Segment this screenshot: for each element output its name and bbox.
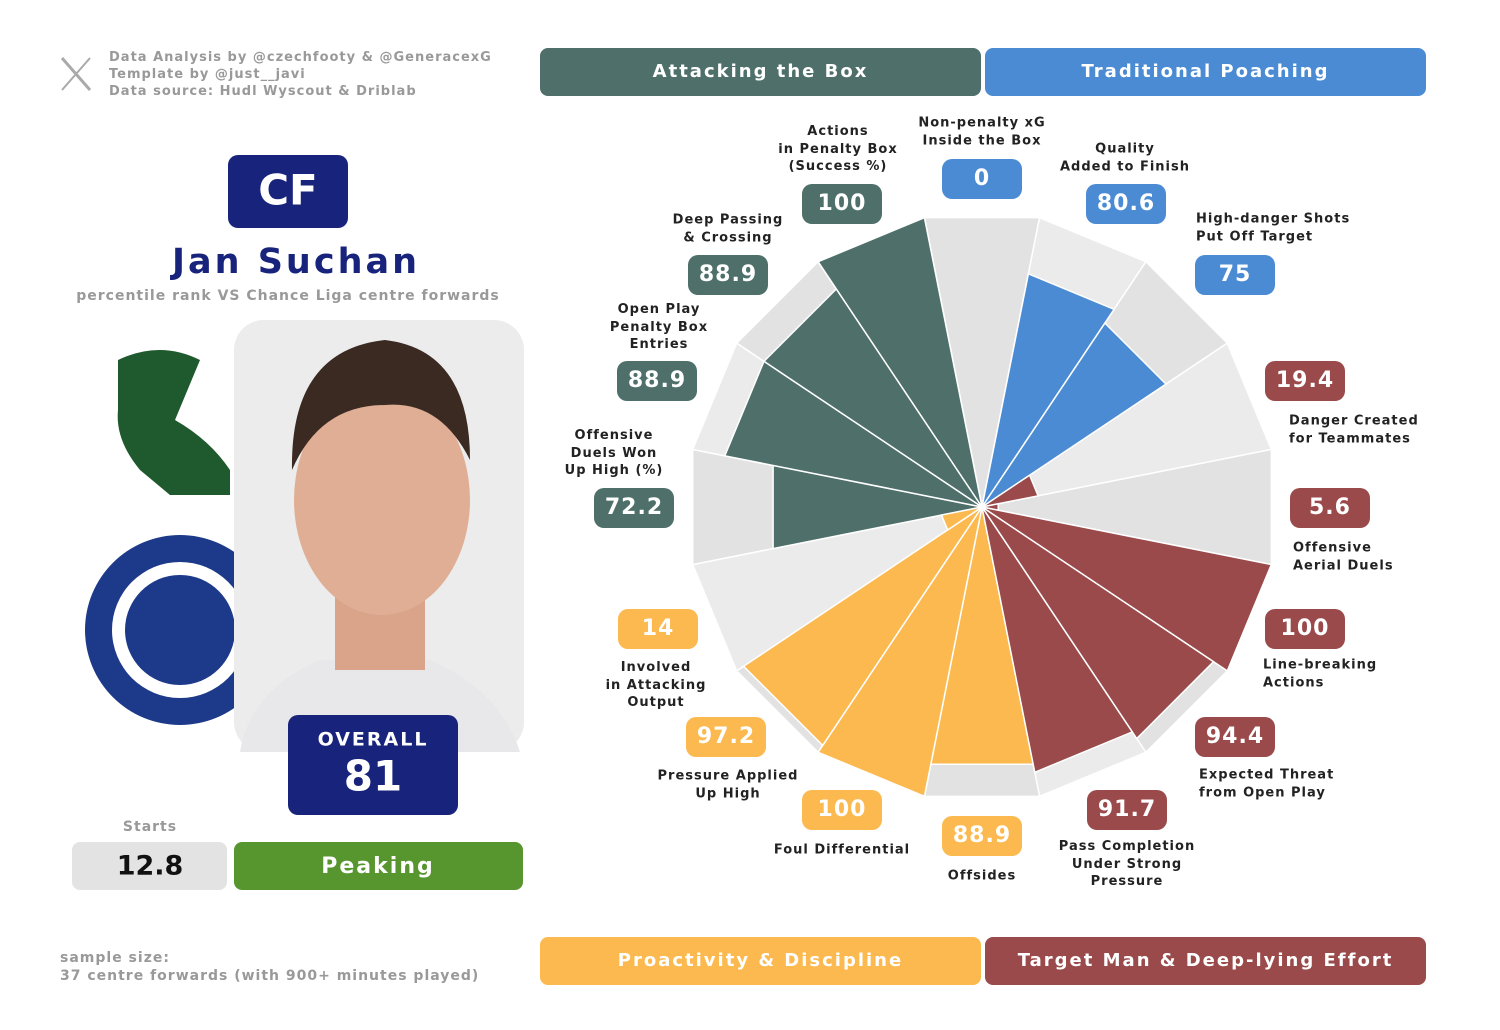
category-label: Deep Passing & Crossing bbox=[672, 212, 784, 246]
value-badge: 88.9 bbox=[942, 816, 1022, 856]
wedge bbox=[940, 506, 983, 532]
value-badge: 80.6 bbox=[1086, 184, 1166, 224]
category-label: Open Play Penalty Box Entries bbox=[609, 301, 709, 352]
credit: Template by @just__javi bbox=[109, 67, 306, 82]
position-badge bbox=[228, 155, 348, 228]
credit: Data source: Hudl Wyscout & Driblab bbox=[109, 84, 417, 99]
category-label: Danger Created for Teammates bbox=[1289, 413, 1419, 447]
value-badge: 97.2 bbox=[686, 717, 766, 757]
overall-label: OVERALL bbox=[318, 729, 429, 751]
category-label: High-danger Shots Put Off Target bbox=[1196, 211, 1351, 245]
category-label: Non-penalty xG Inside the Box bbox=[918, 115, 1046, 149]
overall-value: 81 bbox=[344, 752, 402, 801]
value-badge: 91.7 bbox=[1087, 790, 1167, 830]
value-badge: 5.6 bbox=[1290, 488, 1370, 528]
value-badge: 72.2 bbox=[594, 488, 674, 528]
value-badge: 88.9 bbox=[688, 255, 768, 295]
subtitle: percentile rank VS Chance Liga centre fo… bbox=[76, 288, 500, 304]
category-label: Foul Differential bbox=[773, 842, 911, 858]
category-label: Offensive Aerial Duels bbox=[1293, 540, 1394, 574]
category-label: Offensive Duels Won Up High (%) bbox=[564, 427, 664, 478]
wedge bbox=[981, 506, 1134, 774]
wedge bbox=[742, 506, 983, 747]
category-label: Actions in Penalty Box (Success %) bbox=[778, 123, 898, 174]
value-badge: 100 bbox=[802, 184, 882, 224]
credit: Data Analysis by @czechfooty & @Generace… bbox=[109, 50, 492, 65]
group-label: Target Man & Deep-lying Effort bbox=[985, 937, 1426, 985]
group-label: Attacking the Box bbox=[540, 48, 981, 96]
category-label: Pressure Applied Up High bbox=[657, 768, 799, 802]
value-badge: 88.9 bbox=[617, 361, 697, 401]
starts-label: Starts bbox=[123, 819, 177, 835]
player-name: Jan Suchan bbox=[170, 242, 420, 282]
credits: Data Analysis by @czechfooty & @Generace… bbox=[109, 49, 492, 100]
wedge bbox=[981, 474, 1040, 508]
position: CF bbox=[258, 166, 318, 215]
sample-label: sample size: bbox=[60, 950, 170, 966]
status-box bbox=[234, 842, 523, 890]
starts-value: 12.8 bbox=[117, 851, 184, 882]
status: Peaking bbox=[321, 854, 434, 879]
wedge bbox=[816, 216, 983, 508]
category-label: Offsides bbox=[947, 868, 1017, 884]
value-badge: 100 bbox=[802, 790, 882, 830]
category-label: Expected Threat from Open Play bbox=[1199, 767, 1335, 801]
group-label: Proactivity & Discipline bbox=[540, 937, 981, 985]
category-label: Involved in Attacking Output bbox=[605, 659, 707, 710]
value-badge: 94.4 bbox=[1195, 717, 1275, 757]
sample-text: 37 centre forwards (with 900+ minutes pl… bbox=[60, 968, 479, 984]
wedge bbox=[981, 321, 1168, 508]
overall-box bbox=[288, 715, 458, 815]
x-logo bbox=[60, 57, 92, 91]
group-label: Traditional Poaching bbox=[985, 48, 1426, 96]
polar-chart bbox=[691, 216, 1273, 798]
value-badge: 14 bbox=[618, 609, 698, 649]
value-badge: 100 bbox=[1265, 609, 1345, 649]
value-badge: 0 bbox=[942, 159, 1022, 199]
value-badge: 75 bbox=[1195, 255, 1275, 295]
value-badge: 19.4 bbox=[1265, 361, 1345, 401]
category-label: Line-breaking Actions bbox=[1263, 657, 1378, 691]
club-logo bbox=[85, 350, 275, 725]
category-label: Quality Added to Finish bbox=[1059, 141, 1191, 175]
starts-box bbox=[72, 842, 227, 890]
category-label: Pass Completion Under Strong Pressure bbox=[1058, 838, 1196, 889]
